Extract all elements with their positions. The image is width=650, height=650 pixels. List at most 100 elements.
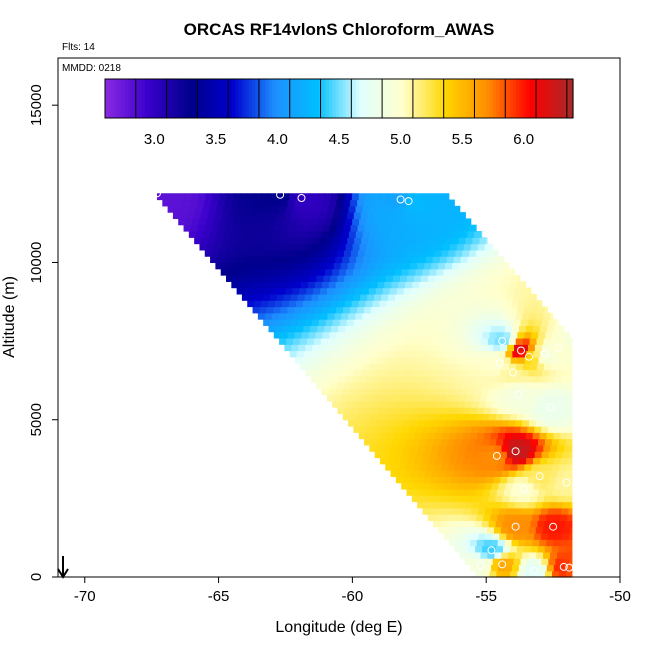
heat-cell bbox=[557, 337, 565, 345]
heat-cell bbox=[366, 268, 375, 276]
heat-cell bbox=[472, 476, 480, 484]
heat-cell bbox=[392, 224, 400, 232]
heat-cell bbox=[446, 337, 454, 345]
heat-cell bbox=[296, 350, 305, 358]
heat-cell bbox=[389, 262, 397, 270]
heat-cell bbox=[406, 275, 415, 282]
heat-cell bbox=[448, 381, 457, 389]
heat-cell bbox=[465, 501, 474, 509]
heat-cell bbox=[472, 394, 481, 402]
heat-cell bbox=[420, 381, 429, 389]
heat-cell bbox=[470, 564, 478, 572]
heat-cell bbox=[449, 300, 457, 308]
heat-cell bbox=[423, 344, 432, 352]
heat-cell bbox=[551, 545, 560, 553]
heat-cell bbox=[356, 413, 365, 421]
heat-cell bbox=[435, 482, 444, 490]
colorbar-swatch bbox=[285, 79, 290, 118]
heat-cell bbox=[343, 356, 352, 364]
heat-cell bbox=[457, 507, 465, 515]
heat-cell bbox=[329, 224, 338, 232]
heat-cell bbox=[325, 268, 333, 276]
heat-cell bbox=[464, 319, 473, 326]
heat-cell bbox=[459, 444, 468, 452]
heat-cell bbox=[238, 281, 246, 289]
heat-cell bbox=[385, 356, 394, 364]
heat-cell bbox=[375, 419, 384, 427]
heat-cell bbox=[361, 262, 370, 270]
heat-cell bbox=[256, 237, 265, 245]
heat-cell bbox=[508, 312, 516, 320]
heat-cell bbox=[441, 356, 449, 364]
heat-cell bbox=[395, 319, 403, 326]
heat-cell bbox=[385, 249, 394, 257]
heat-cell bbox=[446, 231, 454, 238]
heat-cell bbox=[351, 275, 359, 282]
heat-cell bbox=[398, 306, 407, 314]
heat-cell bbox=[355, 205, 364, 213]
heat-cell bbox=[200, 212, 209, 220]
heat-cell bbox=[351, 300, 360, 308]
heat-cell bbox=[458, 344, 466, 352]
x-tick-label: -65 bbox=[208, 588, 230, 605]
sample-point bbox=[535, 472, 544, 481]
heat-cell bbox=[294, 224, 303, 232]
heat-cell bbox=[530, 413, 539, 421]
heat-cell bbox=[453, 231, 461, 238]
heat-cell bbox=[329, 199, 337, 207]
heat-cell bbox=[377, 281, 385, 289]
heat-cell bbox=[516, 413, 525, 421]
colorbar-swatch bbox=[108, 79, 113, 118]
heat-cell bbox=[493, 262, 502, 270]
heat-cell bbox=[241, 243, 249, 251]
heat-cell bbox=[220, 243, 228, 251]
heat-cell bbox=[493, 476, 501, 484]
heat-cell bbox=[417, 501, 425, 509]
heat-cell bbox=[430, 237, 439, 245]
heat-cell bbox=[433, 463, 442, 471]
heat-cell bbox=[365, 407, 373, 415]
heat-cell bbox=[502, 495, 510, 503]
heat-cell bbox=[438, 205, 447, 213]
heat-cell bbox=[303, 193, 311, 201]
heat-cell bbox=[278, 262, 286, 270]
heat-cell bbox=[545, 381, 554, 389]
heat-cell bbox=[492, 451, 501, 459]
heat-cell bbox=[311, 293, 320, 301]
heat-cell bbox=[345, 350, 353, 358]
heat-cell bbox=[458, 451, 466, 459]
heat-cell bbox=[511, 407, 519, 415]
heat-cell bbox=[179, 212, 188, 220]
heat-cell bbox=[390, 470, 399, 477]
heat-cell bbox=[571, 363, 573, 370]
heat-cell bbox=[468, 331, 477, 339]
heat-cell bbox=[514, 287, 523, 295]
heat-cell bbox=[409, 319, 417, 326]
heat-cell bbox=[552, 514, 561, 521]
heat-cell bbox=[462, 356, 470, 364]
heat-cell bbox=[439, 495, 448, 503]
heat-cell bbox=[489, 463, 498, 471]
heat-cell bbox=[416, 212, 425, 220]
flights-note: Flts: 14 bbox=[62, 42, 95, 53]
heat-cell bbox=[545, 570, 553, 578]
heat-cell bbox=[303, 325, 311, 333]
heat-cell bbox=[399, 224, 407, 232]
heat-cell bbox=[343, 306, 351, 314]
heat-cell bbox=[300, 256, 309, 264]
heat-cell bbox=[428, 193, 436, 201]
heat-cell bbox=[490, 381, 498, 389]
heat-cell bbox=[497, 275, 505, 282]
heat-cell bbox=[460, 256, 469, 264]
heat-cell bbox=[313, 312, 322, 320]
colorbar-swatch bbox=[499, 79, 504, 118]
heat-cell bbox=[429, 400, 438, 408]
heat-cell bbox=[389, 394, 398, 402]
heat-cell bbox=[323, 275, 331, 282]
heat-cell bbox=[318, 268, 326, 276]
heat-cell bbox=[333, 237, 341, 245]
heat-cell bbox=[421, 300, 429, 308]
heat-cell bbox=[507, 476, 515, 484]
heat-cell bbox=[351, 407, 359, 415]
heat-cell bbox=[191, 193, 200, 201]
